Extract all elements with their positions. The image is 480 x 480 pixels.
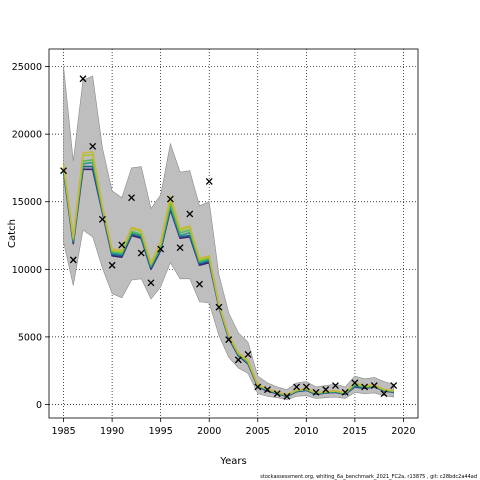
x-tick-label-2000: 2000 — [197, 426, 221, 437]
catch-series-lines — [62, 150, 394, 398]
observed-point-2009 — [293, 383, 301, 391]
x-tick-label-1985: 1985 — [51, 426, 75, 437]
observed-point-1996 — [166, 195, 174, 203]
observed-point-1998 — [186, 210, 194, 218]
observed-point-1986 — [69, 256, 77, 264]
observed-point-1988 — [89, 142, 97, 150]
observed-point-2005 — [254, 383, 262, 391]
observed-point-1990 — [108, 261, 116, 269]
y-tick-label-20000: 20000 — [12, 130, 42, 141]
observed-point-1992 — [128, 194, 135, 202]
observed-point-2007 — [273, 390, 281, 398]
x-tick-label-1995: 1995 — [149, 426, 173, 437]
observed-point-1997 — [176, 244, 184, 252]
observed-point-2002 — [225, 336, 233, 344]
x-axis-ticks: 1985 1990 1995 2000 2005 2010 2015 2020 — [51, 418, 416, 437]
observed-point-1991 — [118, 241, 126, 249]
observed-point-2013 — [332, 382, 339, 390]
observed-point-1993 — [137, 249, 145, 257]
observed-point-2008 — [283, 392, 291, 400]
x-tick-label-2010: 2010 — [294, 426, 318, 437]
y-tick-label-15000: 15000 — [12, 197, 42, 208]
x-tick-label-1990: 1990 — [100, 426, 124, 437]
y-tick-label-5000: 5000 — [18, 332, 42, 343]
x-tick-label-2020: 2020 — [391, 426, 415, 437]
observed-point-2011 — [312, 388, 320, 396]
observed-point-2010 — [302, 383, 310, 391]
observed-point-2001 — [215, 303, 223, 311]
observed-point-2017 — [370, 382, 378, 390]
observed-point-2019 — [390, 382, 398, 390]
observed-point-2015 — [351, 379, 359, 387]
observed-point-1985 — [60, 167, 68, 175]
observed-point-2004 — [244, 351, 252, 358]
y-axis-label: Catch — [7, 219, 18, 248]
x-tick-label-2015: 2015 — [343, 426, 367, 437]
footer-note: stockassessment.org, whiting_6a_benchmar… — [260, 474, 477, 480]
y-tick-label-0: 0 — [36, 400, 42, 411]
observed-point-2000 — [205, 178, 213, 185]
observed-point-2014 — [341, 388, 349, 396]
observed-catch-points — [60, 75, 398, 400]
series-line-5 — [62, 150, 394, 396]
y-tick-label-10000: 10000 — [12, 265, 42, 276]
x-tick-label-2005: 2005 — [246, 426, 270, 437]
observed-point-1994 — [147, 279, 155, 287]
observed-point-1989 — [98, 215, 106, 223]
observed-point-2006 — [264, 386, 271, 394]
y-tick-label-25000: 25000 — [12, 62, 42, 73]
observed-point-2018 — [380, 390, 388, 398]
y-axis-ticks: 0 5000 10000 15000 20000 25000 — [12, 62, 49, 411]
observed-point-2003 — [234, 356, 242, 364]
observed-point-2016 — [361, 383, 369, 391]
confidence-band-area — [63, 66, 395, 401]
plot-frame — [48, 48, 419, 419]
x-axis-label: Years — [219, 456, 246, 467]
observed-point-1999 — [196, 280, 203, 288]
observed-point-2012 — [322, 386, 330, 394]
observed-point-1987 — [79, 75, 87, 83]
observed-point-1995 — [157, 245, 165, 253]
confidence-band — [63, 66, 395, 401]
